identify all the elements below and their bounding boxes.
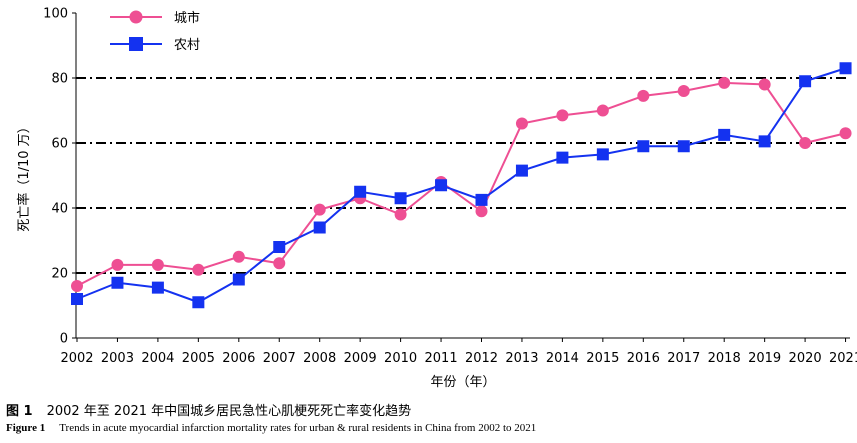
data-point [313,203,326,216]
x-tick-label: 2002 [60,351,93,366]
legend-item: 农村 [110,37,200,53]
data-point [151,281,164,294]
x-tick-label: 2008 [303,351,336,366]
data-point [151,258,164,271]
data-point [394,192,407,205]
data-point [273,241,286,253]
series-1 [71,76,852,292]
y-tick-label: 60 [51,137,68,152]
legend-marker [129,10,143,24]
series [71,62,852,309]
data-point [718,128,731,141]
x-tick-label: 2009 [344,351,377,366]
y-axis-label: 死亡率（1/10 万） [16,120,32,231]
data-point [71,293,83,305]
data-point [677,140,690,153]
data-point [515,117,528,130]
x-tick-label: 2012 [465,351,498,366]
caption-cn-label: 图 1 [6,404,33,419]
y-tick-label: 20 [51,267,68,282]
data-point [232,273,245,286]
data-point [354,185,367,198]
data-point [839,127,852,140]
x-tick-label: 2015 [586,351,619,366]
x-tick-label: 2011 [425,351,458,366]
x-tick-label: 2005 [182,351,215,366]
legend-item: 城市 [110,10,200,26]
data-point [637,89,650,102]
data-point [556,109,569,122]
x-tick-label: 2020 [789,351,822,366]
gridlines [76,77,850,274]
legend-marker [129,37,143,51]
x-tick-label: 2014 [546,351,579,366]
data-point [758,135,771,148]
data-point [111,258,124,271]
y-ticks: 0 20 40 60 80 100 [43,7,76,347]
x-tick-label: 2006 [222,351,255,366]
series-2 [71,62,852,309]
data-point [596,148,609,161]
x-tick-label: 2017 [667,351,700,366]
data-point [637,140,650,153]
y-tick-label: 40 [51,202,68,217]
y-tick-label: 0 [60,332,68,347]
data-point [475,193,488,206]
axes [75,13,850,339]
data-point [111,276,124,289]
x-tick-label: 2007 [263,351,296,366]
data-point [515,164,528,177]
data-point [394,208,407,221]
data-point [313,221,326,234]
caption-en-text: Trends in acute myocardial infarction mo… [59,422,537,434]
caption-chinese: 图 1 2002 年至 2021 年中国城乡居民急性心肌梗死死亡率变化趋势 [6,400,411,419]
data-point [435,179,448,192]
y-tick-label: 80 [51,72,68,87]
data-point [839,62,852,75]
caption-english: Figure 1 Trends in acute myocardial infar… [6,422,536,434]
x-tick-label: 2004 [141,351,174,366]
caption-cn-text: 2002 年至 2021 年中国城乡居民急性心肌梗死死亡率变化趋势 [46,404,412,419]
data-point [718,76,731,89]
data-point [677,85,690,97]
data-point [475,205,488,218]
x-tick-label: 2021 [829,351,857,366]
data-point [556,151,569,164]
data-point [273,257,286,270]
data-point [192,296,205,309]
data-point [758,78,771,91]
y-tick-label: 100 [43,7,68,22]
legend-label: 城市 [174,10,200,26]
data-point [71,280,83,292]
series-line [76,81,846,287]
data-point [192,263,205,276]
data-point [799,75,812,88]
x-axis-label: 年份（年） [430,375,495,390]
data-point [596,104,609,117]
series-line [76,67,846,304]
x-ticks: 2002 2003 2004 2005 2006 2007 2008 2009 2010 2011… [60,338,857,366]
x-tick-label: 2019 [748,351,781,366]
x-tick-label: 2016 [627,351,660,366]
x-tick-label: 2013 [505,351,538,366]
x-tick-label: 2018 [708,351,741,366]
legend-label: 农村 [174,38,200,53]
data-point [799,137,812,149]
x-tick-label: 2010 [384,351,417,366]
x-tick-label: 2003 [101,351,134,366]
data-point [232,250,245,263]
caption-en-label: Figure 1 [6,422,46,434]
